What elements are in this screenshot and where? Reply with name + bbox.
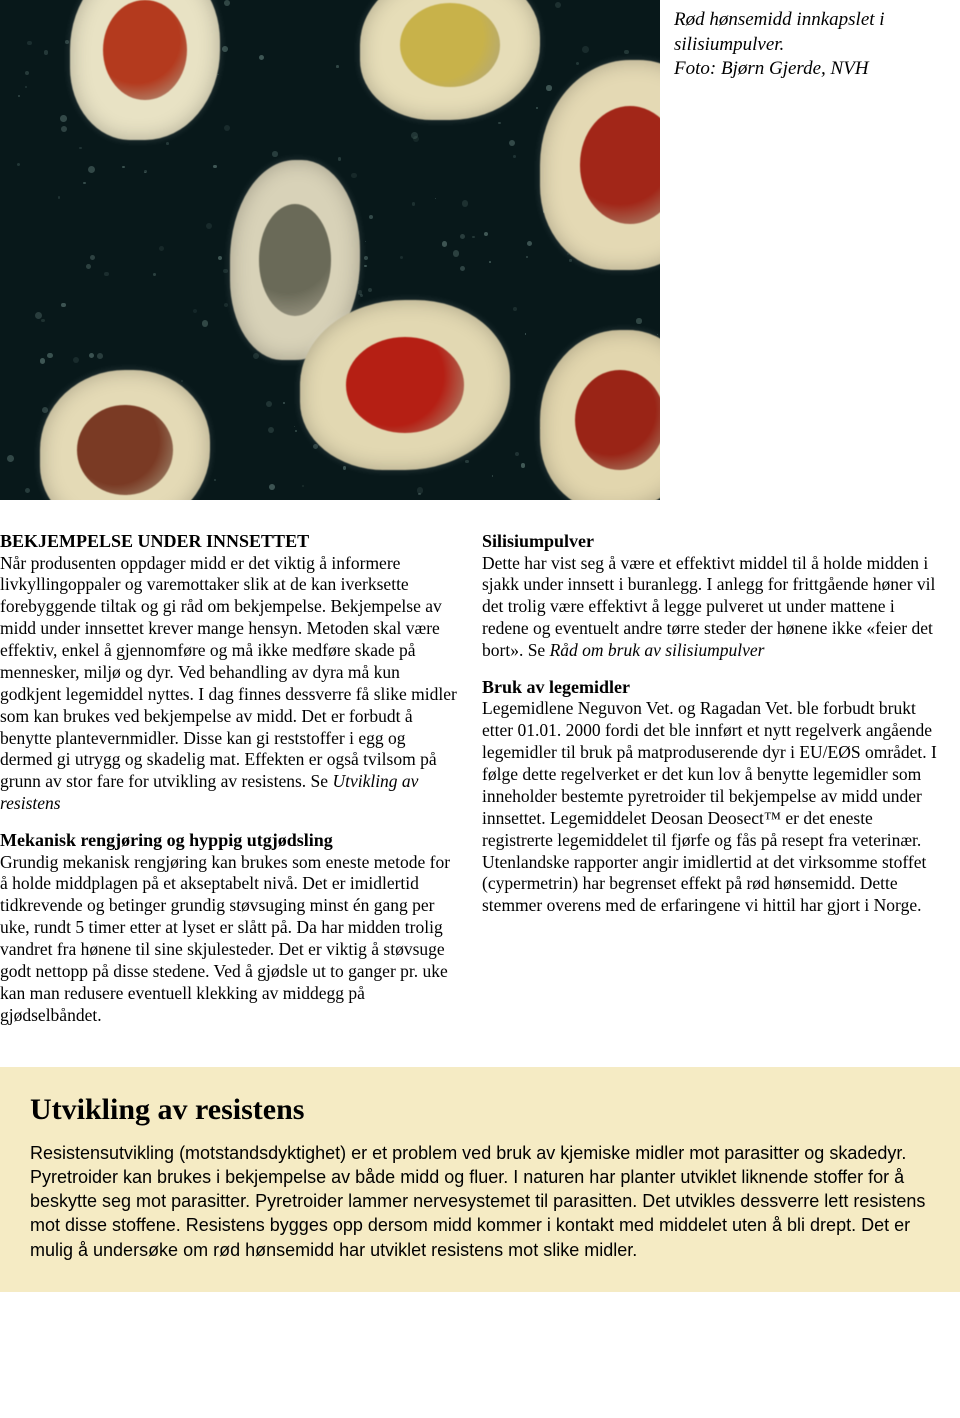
right-column: Silisiumpulver Dette har vist seg å være… [482,530,940,1027]
hero-micrograph-image [0,0,660,500]
caption-line1: Rød hønsemidd innkapslet i silisiumpulve… [674,9,885,55]
image-caption: Rød hønsemidd innkapslet i silisiumpulve… [660,0,940,82]
resistance-callout: Utvikling av resistens Resistensutviklin… [0,1067,960,1292]
left-para-1-text: Når produsenten oppdager midd er det vik… [0,553,457,792]
left-para-2: Grundig mekanisk rengjøring kan brukes s… [0,852,458,1027]
left-heading-1: BEKJEMPELSE UNDER INNSETTET [0,530,458,553]
caption-line2: Foto: Bjørn Gjerde, NVH [674,58,869,79]
left-heading-2: Mekanisk rengjøring og hyppig utgjødslin… [0,829,458,852]
right-para-1: Dette har vist seg å være et effektivt m… [482,553,940,662]
right-para-1-ref: Råd om bruk av silisiumpulver [550,640,765,660]
top-section: Rød hønsemidd innkapslet i silisiumpulve… [0,0,960,500]
callout-title: Utvikling av resistens [30,1093,930,1127]
right-para-2a: Legemidlene Neguvon Vet. og Ragadan Vet.… [482,698,940,851]
right-heading-2: Bruk av legemidler [482,676,940,699]
left-column: BEKJEMPELSE UNDER INNSETTET Når produsen… [0,530,458,1027]
left-para-1: Når produsenten oppdager midd er det vik… [0,553,458,816]
body-columns: BEKJEMPELSE UNDER INNSETTET Når produsen… [0,500,960,1057]
right-para-2b: Utenlandske rapporter angir imidlertid a… [482,852,940,918]
callout-body: Resistensutvikling (motstandsdyktighet) … [30,1141,930,1262]
right-heading-1: Silisiumpulver [482,530,940,553]
